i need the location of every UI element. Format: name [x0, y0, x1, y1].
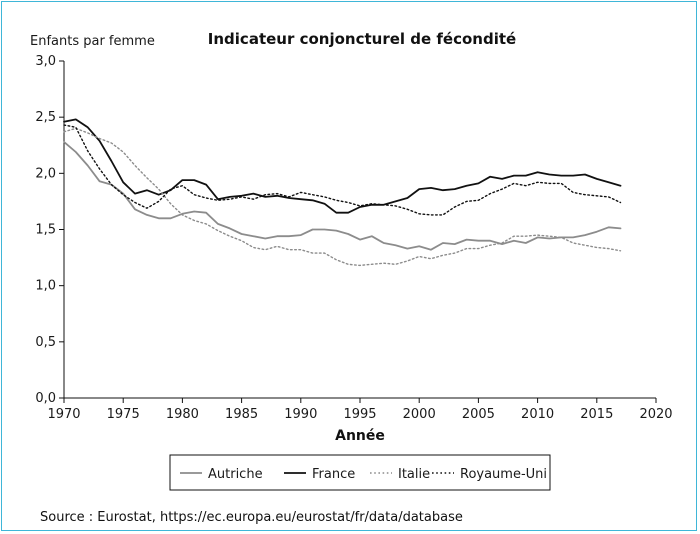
- chart-title: Indicateur conjoncturel de fécondité: [208, 30, 516, 48]
- y-tick-label: 3,0: [35, 54, 56, 69]
- series-line-royaume-uni: [63, 124, 622, 216]
- legend-box: [169, 454, 551, 491]
- x-tick-label: 2005: [462, 407, 495, 422]
- x-tick-label: 1990: [284, 407, 317, 422]
- legend-label-royaume-uni: Royaume-Uni: [460, 467, 547, 482]
- series-line-italie: [63, 127, 622, 267]
- x-tick-label: 1995: [343, 407, 376, 422]
- plot-area: 0,0 0,5 1,0 1,5 2,0 2,5 3,0 1970 1975 1980 1985 199…: [35, 54, 672, 422]
- y-tick-label: 0,5: [35, 335, 56, 350]
- x-tick-label: 1985: [225, 407, 258, 422]
- legend: Autriche France Italie Royaume-Uni: [169, 454, 551, 491]
- y-tick-label: 2,5: [35, 110, 56, 125]
- x-tick-label: 1980: [166, 407, 199, 422]
- source-note: Source : Eurostat, https://ec.europa.eu/…: [40, 510, 463, 525]
- y-tick-label: 1,0: [35, 279, 56, 294]
- x-tick-label: 1970: [47, 407, 80, 422]
- series-line-autriche: [63, 140, 622, 251]
- x-tick-label: 2015: [580, 407, 613, 422]
- x-tick-label: 2010: [521, 407, 554, 422]
- x-axis-title: Année: [335, 428, 385, 444]
- y-axis-label: Enfants par femme: [30, 34, 155, 49]
- legend-label-italie: Italie: [398, 467, 430, 482]
- x-tick-label: 2000: [403, 407, 436, 422]
- x-tick-label: 2020: [639, 407, 672, 422]
- y-tick-label: 1,5: [35, 223, 56, 238]
- legend-label-autriche: Autriche: [208, 467, 263, 482]
- series-line-france: [63, 118, 622, 214]
- legend-label-france: France: [312, 467, 355, 482]
- y-tick-label: 0,0: [35, 391, 56, 406]
- y-tick-label: 2,0: [35, 166, 56, 181]
- x-tick-label: 1975: [107, 407, 140, 422]
